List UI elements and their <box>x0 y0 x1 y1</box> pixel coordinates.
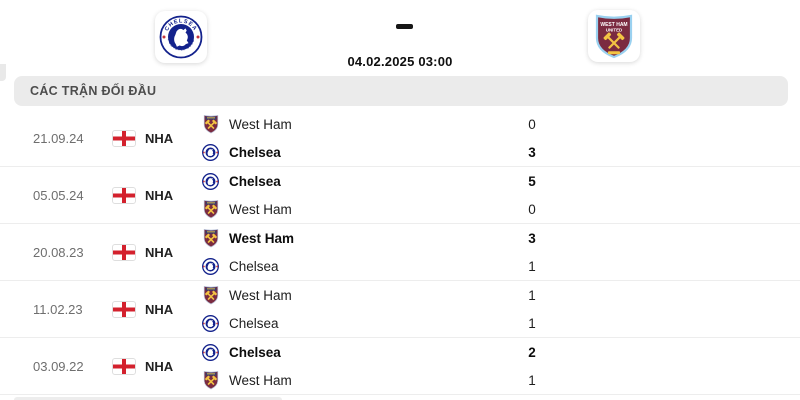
westham-logo-icon <box>203 370 218 390</box>
section-title: CÁC TRẬN ĐỐI ĐẦU <box>30 84 157 98</box>
kickoff-datetime: 04.02.2025 03:00 <box>347 54 453 69</box>
chelsea-logo-icon <box>202 314 219 332</box>
cutoff-element-top-left <box>0 64 6 81</box>
team-name: Chelsea <box>229 258 279 274</box>
match-row[interactable]: 03.09.22 NHA Chelsea 2 <box>0 338 800 395</box>
england-flag-icon <box>112 300 136 318</box>
westham-badge-icon: WEST HAM UNITED <box>595 14 633 59</box>
team-score: 1 <box>528 315 536 331</box>
league-label: NHA <box>145 358 174 374</box>
team-logo <box>202 199 219 219</box>
match-row[interactable]: 20.08.23 NHA <box>0 224 800 281</box>
match-date: 21.09.24 <box>33 130 84 146</box>
team-score: 0 <box>528 116 536 132</box>
team-name: Chelsea <box>229 173 281 189</box>
team-score: 2 <box>528 344 536 360</box>
team-name: West Ham <box>229 230 295 246</box>
team-logo <box>202 256 219 276</box>
section-title-bar: CÁC TRẬN ĐỐI ĐẦU <box>14 76 788 106</box>
league-label: NHA <box>145 244 174 260</box>
league-label: NHA <box>145 301 174 317</box>
team-name: West Ham <box>229 372 292 388</box>
westham-logo-icon <box>203 114 218 134</box>
team-line-top: West Ham 1 <box>202 281 547 309</box>
team-logo <box>202 313 219 333</box>
team-name: Chelsea <box>229 344 281 360</box>
cutoff-element-bottom <box>14 397 282 400</box>
home-team-badge[interactable]: CHELSEA FOOTBALL CLUB <box>155 11 207 63</box>
team-score: 1 <box>528 258 536 274</box>
team-line-top: West Ham 3 <box>202 224 547 252</box>
team-name: Chelsea <box>229 315 279 331</box>
matchup: West Ham 1 Chelsea 1 <box>202 281 547 337</box>
team-line-top: West Ham 0 <box>202 110 547 138</box>
chelsea-badge-icon: CHELSEA FOOTBALL CLUB <box>159 15 203 59</box>
team-name: West Ham <box>229 287 292 303</box>
match-row[interactable]: 21.09.24 NHA <box>0 110 800 167</box>
chelsea-logo-icon <box>202 257 219 275</box>
team-logo <box>202 114 219 134</box>
team-score: 1 <box>528 372 536 388</box>
match-date: 03.09.22 <box>33 358 84 374</box>
westham-logo-icon <box>203 199 218 219</box>
team-logo <box>202 370 219 390</box>
team-logo <box>202 285 219 305</box>
league-label: NHA <box>145 187 174 203</box>
team-line-bottom: West Ham 1 <box>202 366 547 394</box>
chelsea-logo-icon <box>202 143 219 161</box>
team-logo <box>202 142 219 162</box>
matchup: West Ham 3 Chelsea 1 <box>202 224 547 280</box>
matchup: West Ham 0 Chelsea 3 <box>202 110 547 166</box>
team-score: 3 <box>528 144 536 160</box>
england-flag-icon <box>112 243 136 261</box>
team-name: West Ham <box>229 201 292 217</box>
match-date: 20.08.23 <box>33 244 84 260</box>
team-name: Chelsea <box>229 144 281 160</box>
team-line-bottom: Chelsea 1 <box>202 309 547 337</box>
league-label: NHA <box>145 130 174 146</box>
match-date: 11.02.23 <box>33 301 83 317</box>
svg-text:UNITED: UNITED <box>606 28 622 33</box>
team-logo <box>202 342 219 362</box>
team-line-bottom: Chelsea 1 <box>202 252 547 280</box>
chelsea-logo-icon <box>202 343 219 361</box>
match-row[interactable]: 11.02.23 NHA <box>0 281 800 338</box>
england-flag-icon <box>112 186 136 204</box>
match-row[interactable]: 05.05.24 NHA Chelsea 5 <box>0 167 800 224</box>
team-logo <box>202 171 219 191</box>
score-separator-dash-icon <box>396 24 413 29</box>
chelsea-logo-icon <box>202 172 219 190</box>
team-score: 0 <box>528 201 536 217</box>
h2h-rows: 21.09.24 NHA <box>0 110 800 395</box>
matchup: Chelsea 5 West Ham 0 <box>202 167 547 223</box>
westham-logo-icon <box>203 228 218 248</box>
away-team-badge[interactable]: WEST HAM UNITED <box>588 10 640 62</box>
westham-logo-icon <box>203 285 218 305</box>
team-line-top: Chelsea 5 <box>202 167 547 195</box>
team-line-bottom: Chelsea 3 <box>202 138 547 166</box>
team-name: West Ham <box>229 116 292 132</box>
match-date: 05.05.24 <box>33 187 84 203</box>
team-line-bottom: West Ham 0 <box>202 195 547 223</box>
team-score: 5 <box>528 173 536 189</box>
team-line-top: Chelsea 2 <box>202 338 547 366</box>
matchup: Chelsea 2 West Ham 1 <box>202 338 547 394</box>
svg-text:WEST HAM: WEST HAM <box>600 22 627 28</box>
team-score: 3 <box>528 230 536 246</box>
team-score: 1 <box>528 287 536 303</box>
team-logo <box>202 228 219 248</box>
england-flag-icon <box>112 129 136 147</box>
england-flag-icon <box>112 357 136 375</box>
